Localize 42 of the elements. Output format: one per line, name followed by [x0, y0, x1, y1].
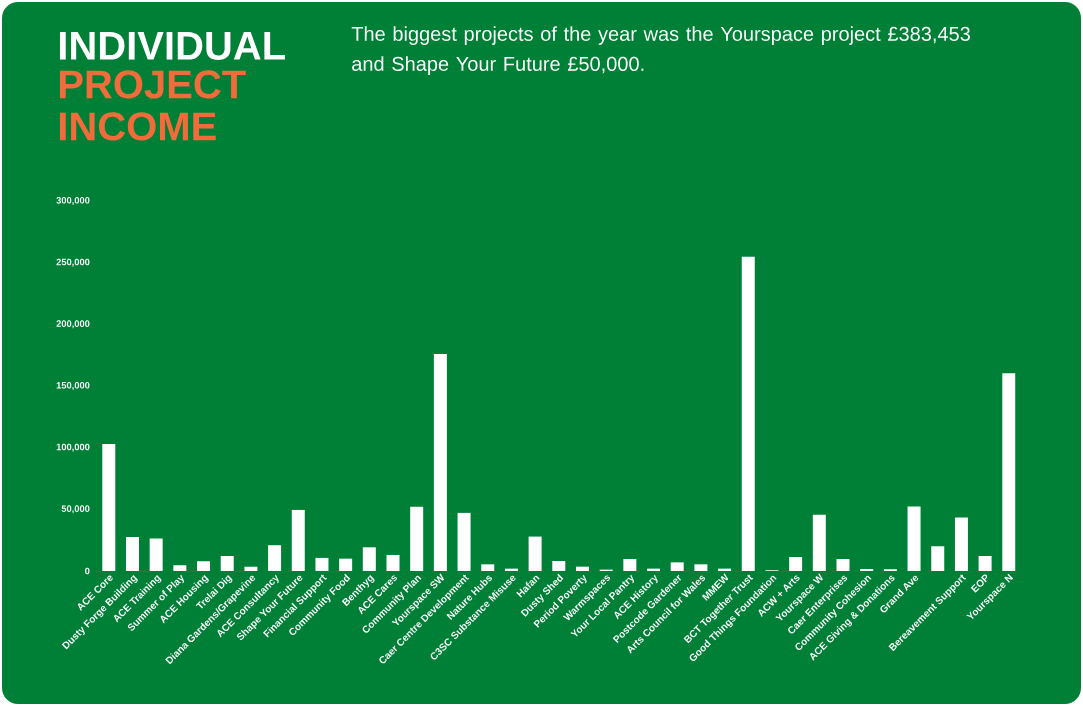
chart-title: INDIVIDUAL [59, 32, 285, 60]
bar [244, 566, 258, 571]
text: The biggest projects of the year was the Yourspace project £383,453 and Shape Your Future £50,000. [351, 26, 970, 75]
bar [339, 558, 353, 571]
y-tick-label: 50,000 [61, 505, 90, 514]
bar [433, 353, 447, 571]
bar [812, 514, 826, 571]
bar [410, 506, 424, 571]
bar [978, 555, 992, 571]
bar [789, 556, 803, 571]
bar [907, 506, 921, 571]
y-tick-label: 100,000 [56, 443, 90, 452]
bar [741, 256, 755, 571]
bar [481, 564, 495, 571]
y-tick-label: 250,000 [56, 258, 90, 267]
y-tick-label: 200,000 [56, 320, 90, 329]
bar [386, 554, 400, 571]
bar [1002, 373, 1016, 571]
bar [931, 546, 945, 571]
bar [528, 536, 542, 571]
bar [457, 512, 471, 571]
bar [149, 538, 163, 571]
bar [268, 545, 282, 571]
bar [125, 536, 139, 571]
bar [173, 565, 187, 571]
bar [670, 562, 684, 571]
bar [102, 443, 116, 571]
bar [954, 517, 968, 571]
bar [694, 564, 708, 571]
y-tick-label: 150,000 [56, 382, 90, 390]
y-tick-label: 300,000 [56, 197, 90, 205]
bar [575, 566, 589, 571]
bar [362, 547, 376, 571]
bar [623, 559, 637, 571]
bar [552, 561, 566, 571]
bar [291, 509, 305, 571]
bar [836, 559, 850, 571]
chart-subtitle: PROJECT INCOME [59, 70, 246, 141]
bar [315, 557, 329, 571]
y-tick-label: 0 [85, 567, 90, 575]
bar [220, 555, 234, 571]
bar [197, 561, 211, 571]
